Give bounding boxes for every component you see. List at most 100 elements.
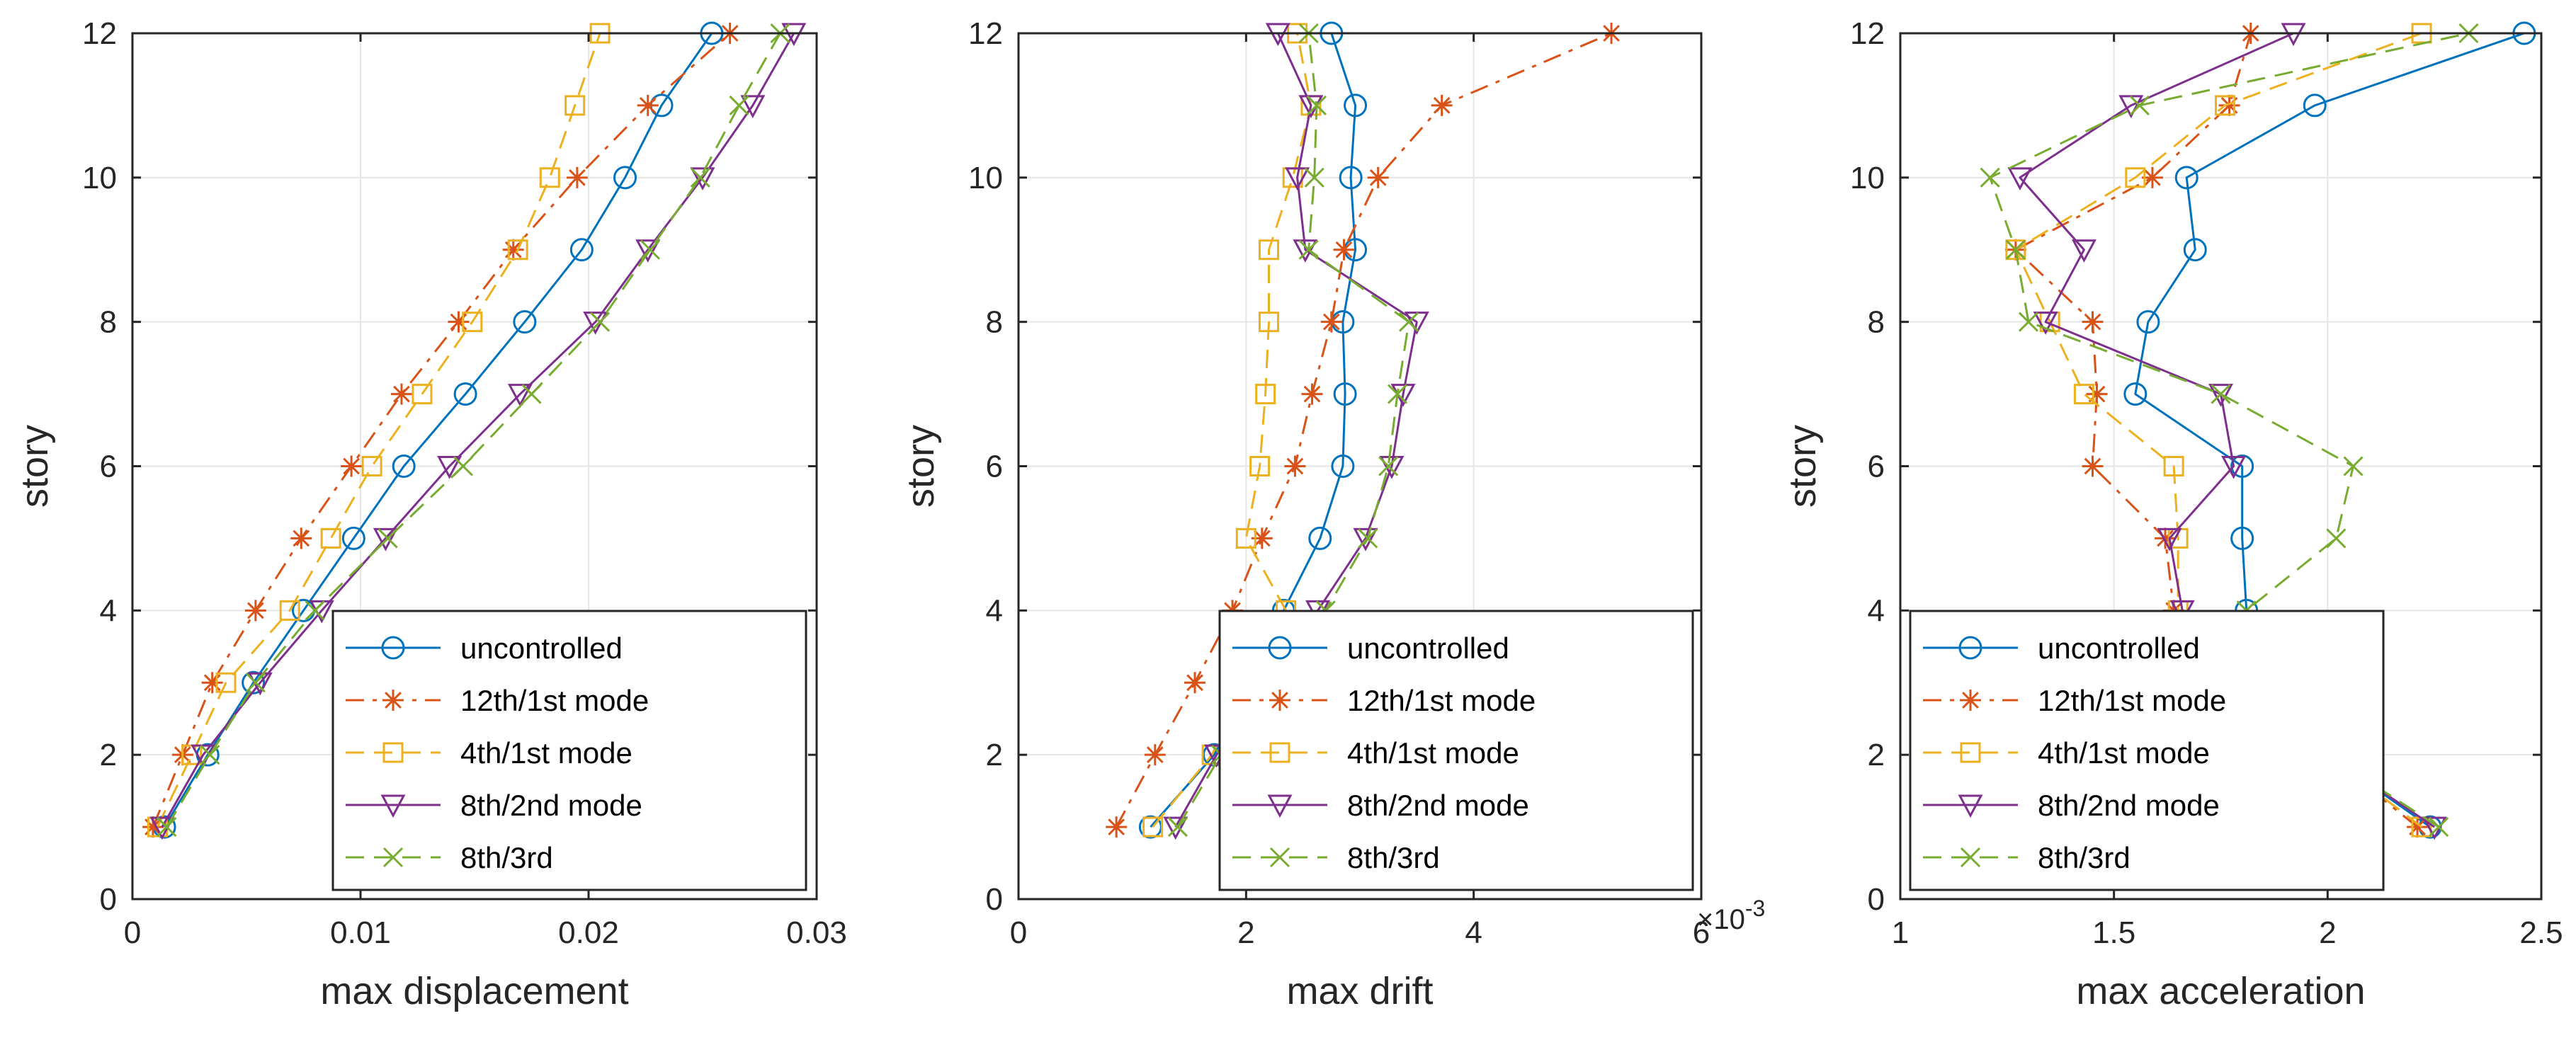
legend-entry: uncontrolled (346, 632, 623, 665)
legend-entry: 12th/1st mode (346, 684, 649, 717)
data-point-x (157, 817, 177, 838)
data-point-asterisk (341, 455, 363, 477)
data-point-circle (453, 382, 477, 406)
y-tick-label: 2 (1868, 738, 1885, 772)
legend-marker-triangle-down (1958, 794, 1983, 818)
legend-label: 12th/1st mode (2038, 684, 2226, 717)
y-tick-label: 6 (100, 450, 117, 484)
legend-marker-circle (381, 636, 405, 660)
series-line (163, 33, 713, 828)
data-point-triangle-down (2208, 384, 2234, 407)
legend-label: uncontrolled (2038, 632, 2200, 665)
x-tick-label: 2.5 (2519, 915, 2563, 950)
x-tick-label: 0.01 (330, 915, 391, 950)
data-point-square (462, 312, 483, 333)
data-point-circle (613, 166, 637, 190)
x-axis-title: max drift (1286, 970, 1433, 1012)
y-tick-label: 2 (986, 738, 1003, 772)
data-point-asterisk (637, 94, 659, 116)
legend-box (331, 610, 807, 891)
legend: uncontrolled 12th/1st mode 4th/1st mode 8th… (1909, 610, 2385, 891)
y-tick-label: 8 (100, 305, 117, 340)
legend-label: 8th/3rd (2038, 841, 2130, 874)
series-group (142, 21, 807, 840)
data-point-asterisk (448, 311, 470, 333)
legend-entry: 8th/3rd (1923, 841, 2130, 874)
data-point-asterisk (502, 239, 524, 261)
data-point-square (1249, 456, 1271, 476)
y-axis-title: story (1781, 425, 1824, 508)
data-point-circle (1331, 455, 1355, 478)
data-point-asterisk (1251, 527, 1273, 549)
data-point-asterisk (2082, 311, 2104, 333)
legend-entry: 8th/3rd (346, 841, 553, 874)
data-point-triangle-down (2071, 239, 2096, 263)
legend-entry: uncontrolled (1232, 632, 1509, 665)
legend-label: 4th/1st mode (460, 736, 632, 770)
data-point-triangle-down (507, 384, 533, 407)
data-point-square (320, 527, 341, 549)
data-point-asterisk (1184, 672, 1206, 694)
data-point-circle (1308, 526, 1332, 550)
y-tick-label: 4 (100, 593, 117, 628)
series-line (166, 33, 781, 828)
data-point-asterisk (1106, 816, 1128, 838)
data-point-x (2129, 95, 2150, 115)
axes: 0 0.01 0.02 0.03 0 2 4 6 8 10 12 (82, 16, 847, 950)
data-point-square (361, 456, 382, 476)
legend-entry: 12th/1st mode (1232, 684, 1536, 717)
data-point-circle (392, 455, 416, 478)
axes: 1 1.5 2 2.5 0 2 4 6 8 10 12 (1850, 16, 2563, 950)
data-point-triangle-down (373, 527, 398, 552)
x-tick-label: 2 (1237, 915, 1254, 950)
x-tick-label: 2 (2319, 915, 2336, 950)
y-tick-label: 10 (968, 161, 1003, 195)
legend: uncontrolled 12th/1st mode 4th/1st mode 8th… (331, 610, 807, 891)
y-tick-label: 12 (968, 16, 1003, 51)
data-point-x (305, 600, 325, 621)
data-point-asterisk (1333, 239, 1355, 261)
data-point-triangle-down (1163, 816, 1188, 840)
data-point-asterisk (1284, 455, 1306, 477)
legend-box (1909, 610, 2385, 891)
y-tick-label: 0 (100, 882, 117, 917)
legend-marker-asterisk (382, 690, 404, 711)
data-point-square (412, 384, 433, 405)
y-tick-label: 8 (986, 305, 1003, 340)
legend-label: 12th/1st mode (1347, 684, 1536, 717)
y-tick-label: 8 (1868, 305, 1885, 340)
y-tick-label: 0 (1868, 882, 1885, 917)
data-point-square (2163, 456, 2184, 476)
data-point-x (690, 167, 710, 188)
data-point-asterisk (2218, 94, 2240, 116)
legend-label: 12th/1st mode (460, 684, 649, 717)
data-point-square (1255, 384, 1276, 405)
legend-entry: 8th/3rd (1232, 841, 1440, 874)
data-point-triangle-down (740, 95, 766, 119)
data-point-triangle-down (2007, 167, 2033, 191)
data-point-x (1306, 95, 1327, 115)
data-point-square (2005, 239, 2026, 261)
legend-label: 4th/1st mode (1347, 736, 1519, 770)
data-point-x (1980, 167, 2000, 188)
data-point-square (507, 239, 528, 261)
data-point-square (2125, 167, 2146, 188)
data-point-x (2429, 817, 2449, 838)
data-point-asterisk (244, 600, 266, 622)
data-point-x (521, 384, 542, 404)
data-point-x (640, 239, 661, 260)
data-point-square (539, 167, 560, 188)
legend-label: 8th/2nd mode (2038, 789, 2220, 822)
data-point-square (2073, 384, 2094, 405)
y-tick-label: 10 (1850, 161, 1885, 195)
data-point-square (1258, 312, 1279, 333)
legend-label: 4th/1st mode (2038, 736, 2210, 770)
legend-marker-x (382, 847, 404, 868)
data-point-asterisk (2407, 816, 2429, 838)
legend-marker-square (1960, 742, 1981, 763)
legend-label: 8th/3rd (460, 841, 553, 874)
x-tick-label: 0.02 (558, 915, 619, 950)
data-point-square (1258, 239, 1279, 261)
data-point-asterisk (2141, 166, 2163, 188)
